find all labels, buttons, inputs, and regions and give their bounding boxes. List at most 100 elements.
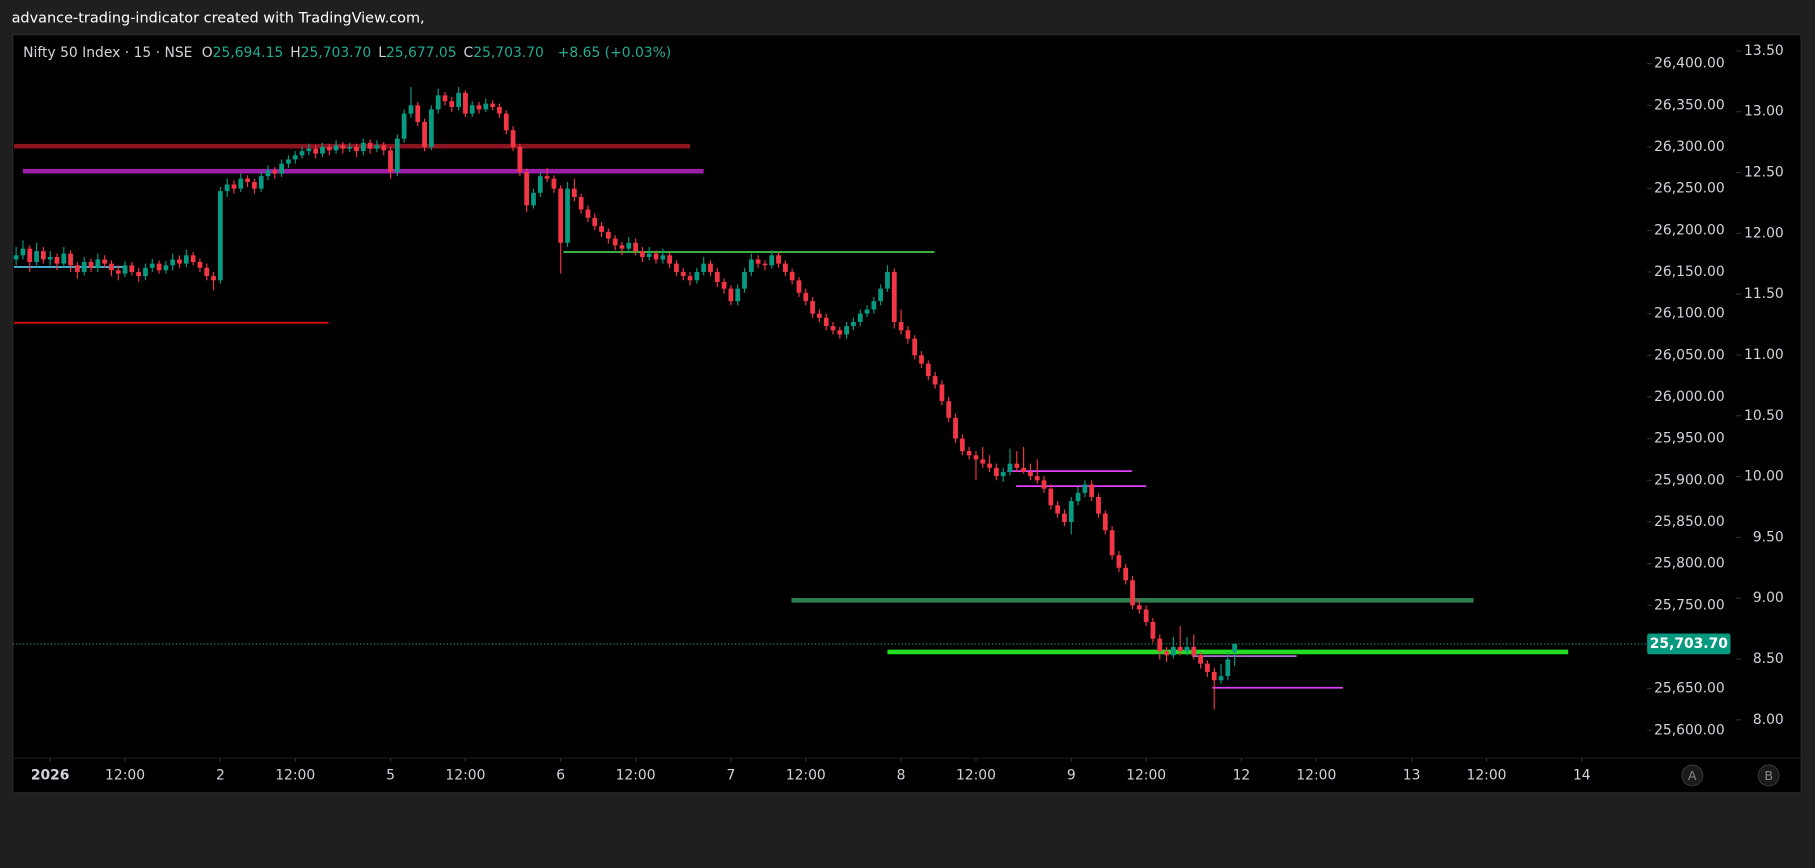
candle-body xyxy=(789,271,795,281)
candle-body xyxy=(320,146,325,154)
candle-body xyxy=(415,105,421,122)
candle-body xyxy=(299,151,305,156)
candle-body xyxy=(660,255,666,260)
candle-body xyxy=(1218,676,1224,681)
candle-body xyxy=(558,188,564,243)
candle-body xyxy=(674,263,679,272)
candle-body xyxy=(735,288,741,302)
chart-panel xyxy=(12,34,1802,794)
candle-body xyxy=(980,459,986,464)
candle-body xyxy=(898,321,904,331)
candle-body xyxy=(810,301,815,314)
y-tick-label: 26,050.00 xyxy=(1654,347,1725,363)
candle-body xyxy=(279,163,285,174)
attribution: advance-trading-indicator created with T… xyxy=(12,11,425,27)
candle-body xyxy=(442,95,448,102)
candle-body xyxy=(483,103,489,110)
candle-body xyxy=(755,259,761,264)
candle-body xyxy=(428,109,434,147)
candle-body xyxy=(95,259,101,268)
candle-body xyxy=(381,145,387,151)
candle-body xyxy=(340,145,346,149)
candle-body xyxy=(1211,671,1217,681)
legend-open: 25,694.15 xyxy=(213,45,284,61)
legend-low: 25,677.05 xyxy=(386,45,457,61)
candle-body xyxy=(34,251,39,262)
y-tick-label: 25,600.00 xyxy=(1654,722,1725,738)
candle-body xyxy=(224,184,230,192)
y-tick-label: 25,850.00 xyxy=(1654,514,1725,530)
candle-body xyxy=(143,267,148,277)
candle-body xyxy=(1000,471,1006,477)
y-tick-label: 26,100.00 xyxy=(1654,306,1725,322)
candle-body xyxy=(932,376,938,385)
candle-body xyxy=(857,313,863,322)
candle-body xyxy=(769,255,775,266)
x-tick-label: 12:00 xyxy=(275,767,315,783)
candle-body xyxy=(252,181,257,189)
scale-button[interactable] xyxy=(1681,764,1704,787)
candle-body xyxy=(435,95,441,110)
candle-body xyxy=(422,121,427,147)
candle-body xyxy=(1157,638,1163,652)
candle-body xyxy=(721,281,727,289)
candle-body xyxy=(292,155,298,160)
candle-body xyxy=(1170,646,1176,656)
candle-body xyxy=(136,271,142,277)
candle-body xyxy=(1177,646,1183,652)
candle-body xyxy=(1021,467,1026,472)
candle-body xyxy=(994,467,999,477)
candle-body xyxy=(626,242,632,249)
candle-body xyxy=(537,176,543,193)
y-tick-label: 25,800.00 xyxy=(1654,556,1725,572)
candle-body xyxy=(88,261,94,268)
candle-body xyxy=(61,253,67,264)
candle-body xyxy=(905,330,911,339)
candle-body xyxy=(619,245,625,249)
legend-low-letter: L xyxy=(378,45,386,61)
candle-body xyxy=(13,255,19,260)
legend-close-letter: C xyxy=(464,45,474,61)
y2-tick-label: 11.00 xyxy=(1744,347,1784,363)
candle-body xyxy=(1205,663,1210,672)
x-tick-label: 6 xyxy=(556,767,565,783)
candle-body xyxy=(585,209,591,218)
candle-body xyxy=(599,226,604,232)
y2-tick-label: 13.00 xyxy=(1744,104,1784,120)
candle-body xyxy=(469,105,475,114)
candle-body xyxy=(401,113,407,139)
candle-body xyxy=(211,276,216,281)
y2-tick-label: 12.00 xyxy=(1744,225,1784,241)
last-price-box xyxy=(1647,633,1731,655)
candle-body xyxy=(265,170,271,177)
candle-body xyxy=(1130,580,1135,606)
candle-body xyxy=(408,105,414,114)
scale-button[interactable] xyxy=(1757,764,1780,787)
candle-body xyxy=(851,321,856,327)
legend-high-letter: H xyxy=(290,45,300,61)
candle-body xyxy=(1198,655,1203,664)
candle-body xyxy=(776,255,781,264)
symbol-title: Nifty 50 Index · 15 · NSE xyxy=(23,45,192,61)
candle-body xyxy=(701,263,707,272)
candle-body xyxy=(844,326,850,335)
candle-body xyxy=(75,265,80,272)
y2-tick-label: 13.50 xyxy=(1744,43,1784,59)
candle-body xyxy=(959,438,965,452)
candle-body xyxy=(177,259,182,264)
candle-body xyxy=(817,313,822,318)
candle-body xyxy=(102,259,108,264)
x-tick-label: 13 xyxy=(1403,767,1421,783)
candle-body xyxy=(919,355,924,364)
candle-body xyxy=(183,255,189,264)
candle-body xyxy=(388,150,393,172)
candle-body xyxy=(864,309,870,314)
candle-body xyxy=(40,251,46,260)
x-tick-label: 14 xyxy=(1573,767,1591,783)
candle-body xyxy=(667,255,673,264)
candle-body xyxy=(524,171,530,206)
candle-body xyxy=(687,276,693,281)
candle-body xyxy=(197,261,203,268)
candle-body xyxy=(837,330,843,335)
